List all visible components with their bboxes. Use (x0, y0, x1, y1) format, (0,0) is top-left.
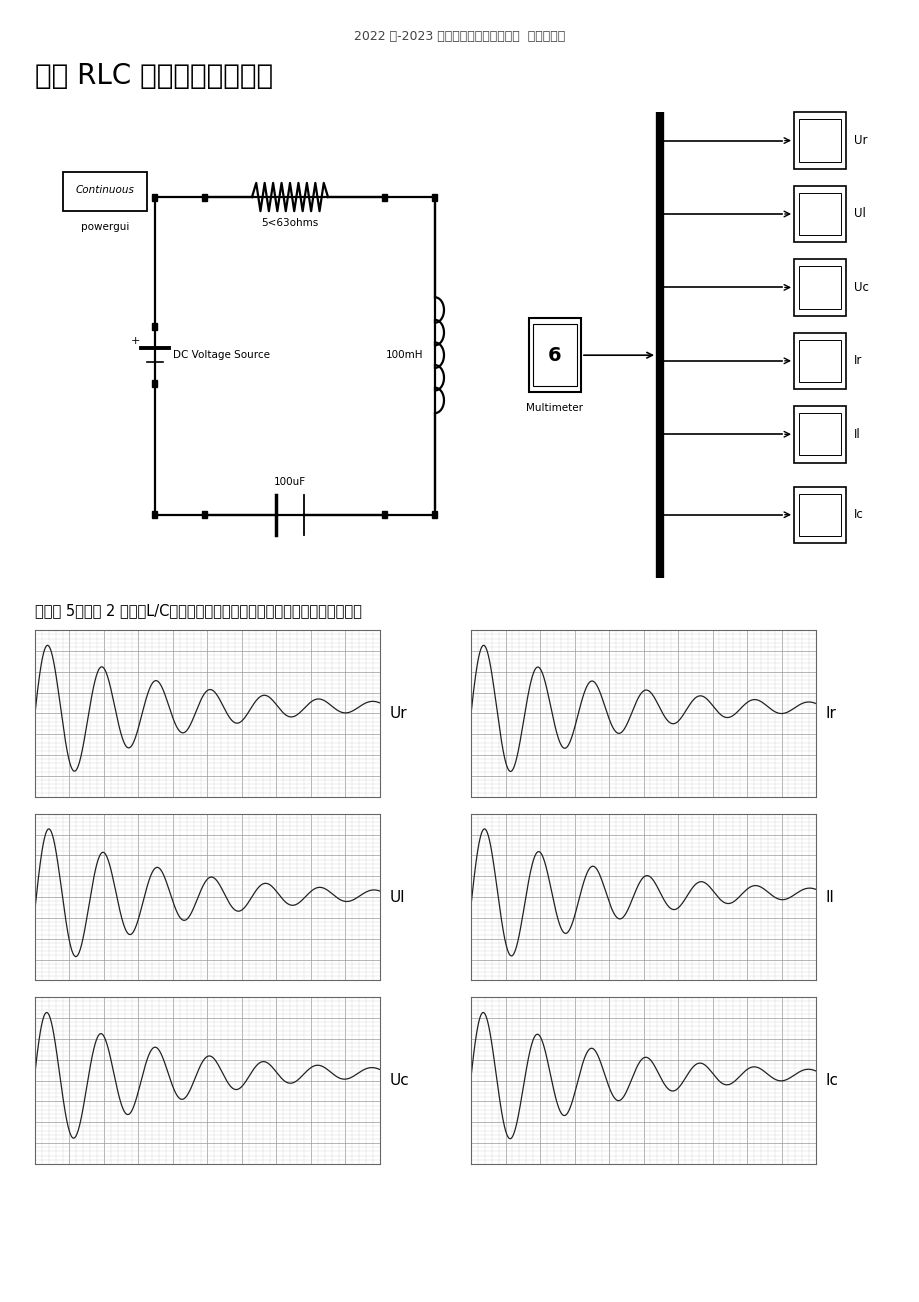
Text: Uc: Uc (389, 1073, 408, 1088)
FancyBboxPatch shape (528, 319, 581, 392)
FancyBboxPatch shape (798, 120, 840, 161)
FancyBboxPatch shape (798, 413, 840, 456)
FancyBboxPatch shape (532, 324, 576, 387)
Bar (153, 194, 157, 201)
Text: Il: Il (853, 428, 860, 441)
FancyBboxPatch shape (798, 340, 840, 381)
Text: 电阵取 5，小于 2 根号（L/C），故电路为欠阻尼振荡，电路各个数据如下图：: 电阵取 5，小于 2 根号（L/C），故电路为欠阻尼振荡，电路各个数据如下图： (35, 603, 361, 618)
FancyBboxPatch shape (793, 259, 845, 315)
Text: Ic: Ic (853, 508, 863, 521)
Text: Ul: Ul (853, 207, 865, 220)
Text: DC Voltage Source: DC Voltage Source (173, 350, 269, 361)
Text: Uc: Uc (853, 281, 868, 294)
Text: 5<63ohms: 5<63ohms (261, 219, 318, 228)
Bar (382, 512, 387, 518)
Text: 二阶 RLC 直流动态，欠阻尼: 二阶 RLC 直流动态，欠阻尼 (35, 62, 273, 91)
FancyBboxPatch shape (793, 112, 845, 169)
Text: Multimeter: Multimeter (526, 404, 583, 413)
Bar (153, 512, 157, 518)
FancyBboxPatch shape (793, 487, 845, 543)
FancyBboxPatch shape (793, 406, 845, 462)
FancyBboxPatch shape (798, 493, 840, 536)
Bar (432, 194, 437, 201)
Bar (202, 194, 208, 201)
Bar (382, 194, 387, 201)
Text: 2022 年-2023 年建筑工程管理行业文档  齐鲁斜创作: 2022 年-2023 年建筑工程管理行业文档 齐鲁斜创作 (354, 30, 565, 43)
FancyBboxPatch shape (793, 332, 845, 389)
FancyBboxPatch shape (798, 266, 840, 309)
Text: Ir: Ir (824, 706, 835, 721)
Bar (202, 512, 208, 518)
Text: Ur: Ur (389, 706, 406, 721)
Bar (153, 380, 157, 387)
Text: +: + (130, 336, 140, 346)
FancyBboxPatch shape (62, 172, 147, 211)
Text: 100mH: 100mH (385, 350, 423, 361)
FancyBboxPatch shape (798, 193, 840, 236)
Text: Continuous: Continuous (75, 185, 134, 195)
Text: Ur: Ur (853, 134, 867, 147)
Bar (432, 512, 437, 518)
Text: Il: Il (824, 889, 834, 905)
Text: Ul: Ul (389, 889, 404, 905)
Bar (153, 323, 157, 331)
Text: 100uF: 100uF (274, 477, 306, 487)
Text: Ir: Ir (853, 354, 861, 367)
Text: Ic: Ic (824, 1073, 837, 1088)
Text: 6: 6 (548, 346, 562, 365)
FancyBboxPatch shape (793, 186, 845, 242)
Text: powergui: powergui (81, 221, 129, 232)
